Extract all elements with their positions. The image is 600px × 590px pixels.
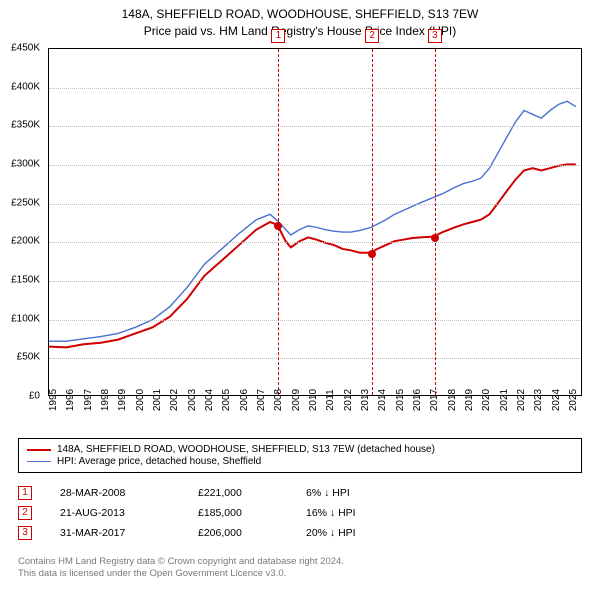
- x-tick-label: 2025: [568, 389, 579, 411]
- x-tick-label: 2001: [152, 389, 163, 411]
- sale-row-date: 21-AUG-2013: [60, 507, 170, 519]
- x-tick-label: 2007: [256, 389, 267, 411]
- x-tick-label: 2005: [221, 389, 232, 411]
- x-tick-label: 2023: [533, 389, 544, 411]
- gridline: [49, 242, 581, 243]
- gridline: [49, 204, 581, 205]
- title-line2: Price paid vs. HM Land Registry's House …: [0, 23, 600, 40]
- x-tick-label: 2008: [273, 389, 284, 411]
- sale-row-diff: 20% ↓ HPI: [306, 527, 396, 539]
- sale-row-diff: 6% ↓ HPI: [306, 487, 396, 499]
- sale-row: 3 31-MAR-2017 £206,000 20% ↓ HPI: [18, 526, 582, 540]
- x-tick-label: 2022: [516, 389, 527, 411]
- legend-swatch: [27, 461, 51, 462]
- sale-marker-box: 3: [428, 29, 442, 43]
- x-tick-label: 1999: [117, 389, 128, 411]
- sales-table: 1 28-MAR-2008 £221,000 6% ↓ HPI 2 21-AUG-2013…: [18, 480, 582, 546]
- x-tick-label: 2018: [447, 389, 458, 411]
- legend-row: 148A, SHEFFIELD ROAD, WOODHOUSE, SHEFFIE…: [27, 444, 573, 455]
- gridline: [49, 358, 581, 359]
- gridline: [49, 165, 581, 166]
- title-line1: 148A, SHEFFIELD ROAD, WOODHOUSE, SHEFFIE…: [0, 6, 600, 23]
- sale-marker-box: 1: [271, 29, 285, 43]
- y-tick-label: £200K: [11, 236, 40, 247]
- legend: 148A, SHEFFIELD ROAD, WOODHOUSE, SHEFFIE…: [18, 438, 582, 473]
- x-tick-label: 2019: [464, 389, 475, 411]
- y-axis: £0£50K£100K£150K£200K£250K£300K£350K£400…: [0, 48, 44, 396]
- gridline: [49, 320, 581, 321]
- sale-point: [274, 222, 282, 230]
- x-tick-label: 2011: [325, 389, 336, 411]
- x-tick-label: 2014: [377, 389, 388, 411]
- y-tick-label: £300K: [11, 159, 40, 170]
- x-tick-label: 2016: [412, 389, 423, 411]
- x-tick-label: 1998: [100, 389, 111, 411]
- x-tick-label: 2003: [187, 389, 198, 411]
- title-block: 148A, SHEFFIELD ROAD, WOODHOUSE, SHEFFIE…: [0, 0, 600, 40]
- sale-vline: [372, 49, 373, 395]
- x-tick-label: 2009: [291, 389, 302, 411]
- sale-row-price: £221,000: [198, 487, 278, 499]
- series-hpi: [49, 101, 576, 341]
- sale-row-marker: 2: [18, 506, 32, 520]
- x-tick-label: 2012: [343, 389, 354, 411]
- plot-area: 123: [48, 48, 582, 396]
- footer-line2: This data is licensed under the Open Gov…: [18, 568, 582, 580]
- x-tick-label: 2020: [481, 389, 492, 411]
- x-tick-label: 1995: [48, 389, 59, 411]
- sale-row-date: 31-MAR-2017: [60, 527, 170, 539]
- y-tick-label: £400K: [11, 81, 40, 92]
- gridline: [49, 88, 581, 89]
- gridline: [49, 281, 581, 282]
- sale-row-marker: 1: [18, 486, 32, 500]
- chart-container: 148A, SHEFFIELD ROAD, WOODHOUSE, SHEFFIE…: [0, 0, 600, 590]
- sale-row-marker: 3: [18, 526, 32, 540]
- x-tick-label: 1996: [65, 389, 76, 411]
- sale-row: 1 28-MAR-2008 £221,000 6% ↓ HPI: [18, 486, 582, 500]
- y-tick-label: £450K: [11, 43, 40, 54]
- sale-row-price: £185,000: [198, 507, 278, 519]
- x-tick-label: 2021: [499, 389, 510, 411]
- y-tick-label: £350K: [11, 120, 40, 131]
- x-tick-label: 2017: [429, 389, 440, 411]
- sale-vline: [435, 49, 436, 395]
- x-axis: 1995199619971998199920002001200220032004…: [48, 398, 582, 438]
- chart-lines: [49, 49, 581, 395]
- x-tick-label: 2000: [135, 389, 146, 411]
- sale-row: 2 21-AUG-2013 £185,000 16% ↓ HPI: [18, 506, 582, 520]
- legend-swatch: [27, 449, 51, 451]
- gridline: [49, 126, 581, 127]
- x-tick-label: 1997: [83, 389, 94, 411]
- x-tick-label: 2015: [395, 389, 406, 411]
- y-tick-label: £0: [29, 391, 40, 402]
- x-tick-label: 2002: [169, 389, 180, 411]
- sale-point: [368, 250, 376, 258]
- legend-label: HPI: Average price, detached house, Shef…: [57, 456, 261, 467]
- footer: Contains HM Land Registry data © Crown c…: [18, 556, 582, 581]
- y-tick-label: £150K: [11, 275, 40, 286]
- sale-point: [431, 234, 439, 242]
- footer-line1: Contains HM Land Registry data © Crown c…: [18, 556, 582, 568]
- sale-row-price: £206,000: [198, 527, 278, 539]
- x-tick-label: 2006: [239, 389, 250, 411]
- y-tick-label: £250K: [11, 197, 40, 208]
- legend-label: 148A, SHEFFIELD ROAD, WOODHOUSE, SHEFFIE…: [57, 444, 435, 455]
- x-tick-label: 2013: [360, 389, 371, 411]
- x-tick-label: 2010: [308, 389, 319, 411]
- legend-row: HPI: Average price, detached house, Shef…: [27, 456, 573, 467]
- sale-row-date: 28-MAR-2008: [60, 487, 170, 499]
- sale-row-diff: 16% ↓ HPI: [306, 507, 396, 519]
- x-tick-label: 2024: [551, 389, 562, 411]
- y-tick-label: £50K: [17, 352, 40, 363]
- sale-marker-box: 2: [365, 29, 379, 43]
- y-tick-label: £100K: [11, 313, 40, 324]
- x-tick-label: 2004: [204, 389, 215, 411]
